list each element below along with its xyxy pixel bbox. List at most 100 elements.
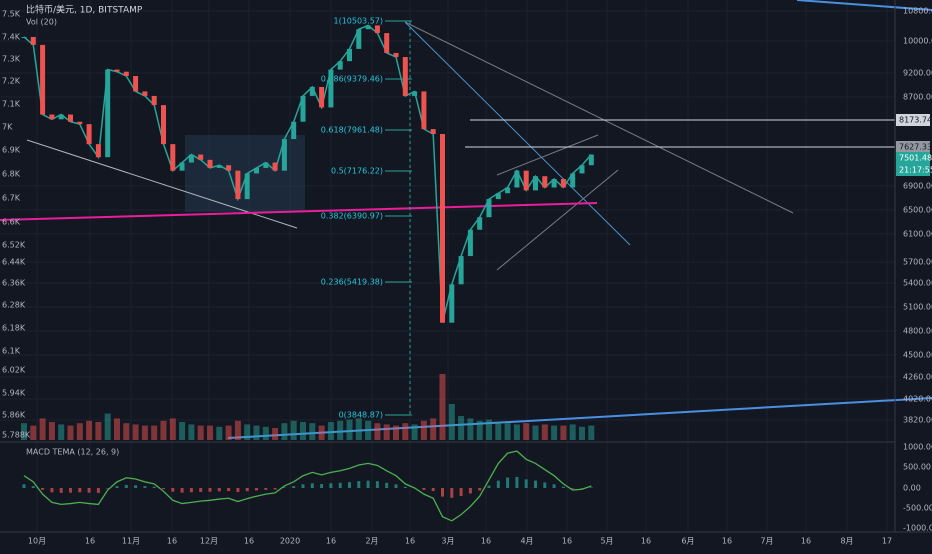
right-axis-label: 5700.00 [903,258,932,267]
macd-histogram [116,486,119,488]
volume-bar [133,424,139,440]
macd-histogram [264,488,267,490]
fib-label: 0.236(5419.38) [321,278,383,287]
volume-bar [374,423,380,440]
candle [273,163,278,171]
macd-axis-label: 1000.00 [903,443,932,452]
macd-histogram [395,484,398,488]
macd-axis-label: -500.00 [903,504,932,513]
left-axis-label: 7K [2,123,13,132]
price-tag: 8173.74 [899,116,932,125]
macd-histogram [311,483,314,488]
candle [291,122,296,139]
volume-bar [30,426,36,440]
volume-bar [523,423,529,440]
macd-histogram [274,488,277,489]
right-axis-label: 6100.00 [903,230,932,239]
candle [254,168,259,173]
macd-histogram [78,488,81,492]
macd-histogram [97,488,100,493]
candle [170,144,175,171]
macd-histogram [422,488,425,490]
candle [496,193,501,199]
macd-axis-label: -1000.00 [903,524,932,533]
candle [245,173,250,199]
volume-bar [123,423,129,440]
left-axis-label: 6.7K [2,194,21,203]
macd-histogram [236,488,239,492]
fib-label: 0(3848.87) [339,411,383,420]
volume-bar [347,420,353,440]
candle [49,115,54,120]
candle [124,72,129,76]
volume-bar [114,418,120,440]
candle [77,122,82,124]
left-axis-label: 7.2K [2,77,21,86]
macd-histogram [50,488,53,492]
candle [328,70,333,108]
volume-bar [300,422,306,440]
candle [263,163,268,168]
candle [282,139,287,171]
time-axis-label: 16 [85,537,95,546]
time-axis-label: 10月 [28,537,46,546]
time-axis-label: 16 [167,537,177,546]
macd-axis-label: 500.00 [903,463,931,472]
candle [301,96,306,122]
macd-histogram [23,484,26,488]
volume-bar [328,422,334,440]
volume-bar [151,426,157,440]
candle [68,115,73,122]
right-axis-label: 5100.00 [903,303,932,312]
volume-bar [412,424,418,440]
left-axis-label: 6.52K [2,241,26,250]
volume-bar [421,421,427,440]
candle [421,91,426,129]
macd-histogram [543,482,546,488]
time-axis-label: 16 [801,537,811,546]
macd-histogram [553,484,556,488]
candle [524,171,529,191]
volume-bar [207,426,213,440]
volume-bar [58,424,64,440]
candle [589,155,594,166]
candle [189,155,194,163]
volume-bar [570,424,576,440]
candle [403,57,408,96]
candle [459,256,464,284]
candle [152,96,157,105]
macd-histogram [134,485,137,488]
candle [533,176,538,190]
volume-bar [179,422,185,440]
time-axis-label: 5月 [600,537,613,546]
macd-histogram [488,486,491,488]
candle [366,25,371,29]
left-axis-label: 6.1K [2,347,21,356]
volume-bar [170,418,176,440]
time-axis-label: 16 [641,537,651,546]
candle [580,165,585,173]
time-axis-label: 16 [562,537,572,546]
right-axis-label: 6900.00 [903,182,932,191]
time-axis-label: 16 [405,537,415,546]
candle [514,171,519,188]
left-axis-label: 6.6K [2,218,21,227]
time-axis-label: 2月 [365,537,378,546]
candle [394,53,399,57]
volume-bar [49,422,55,440]
macd-histogram [143,486,146,488]
candle [412,91,417,96]
macd-histogram [227,488,230,491]
left-axis-label: 6.36K [2,279,26,288]
left-axis-label: 7.4K [2,33,21,42]
volume-bar [588,426,594,440]
time-axis-label: 16 [244,537,254,546]
left-axis-label: 6.8K [2,170,21,179]
right-axis-label: 10000.00 [903,37,932,46]
volume-bar [226,426,232,440]
time-axis-label: 16 [722,537,732,546]
candle [449,284,454,322]
candle [161,105,166,144]
volume-bar [495,422,501,440]
